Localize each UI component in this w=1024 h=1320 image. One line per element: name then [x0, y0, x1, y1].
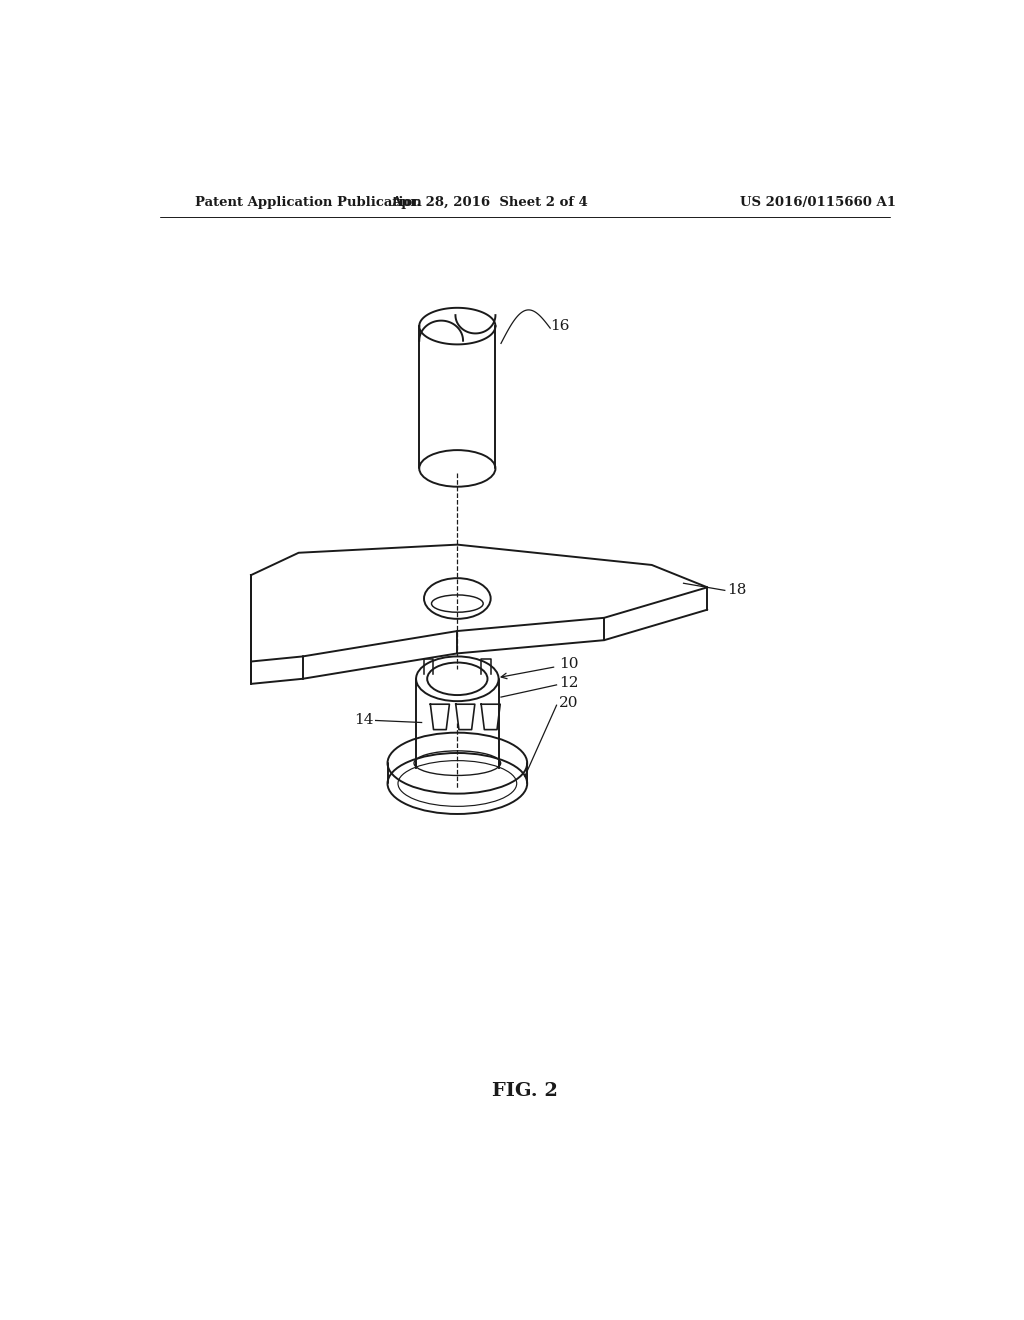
- Text: 12: 12: [559, 676, 579, 690]
- Text: FIG. 2: FIG. 2: [492, 1082, 558, 1101]
- Text: US 2016/0115660 A1: US 2016/0115660 A1: [740, 195, 896, 209]
- Text: 20: 20: [559, 696, 579, 710]
- Text: 10: 10: [559, 656, 579, 671]
- Text: 18: 18: [727, 583, 746, 598]
- Text: Apr. 28, 2016  Sheet 2 of 4: Apr. 28, 2016 Sheet 2 of 4: [390, 195, 588, 209]
- Text: 14: 14: [354, 714, 374, 727]
- Text: Patent Application Publication: Patent Application Publication: [196, 195, 422, 209]
- Text: 16: 16: [550, 319, 569, 333]
